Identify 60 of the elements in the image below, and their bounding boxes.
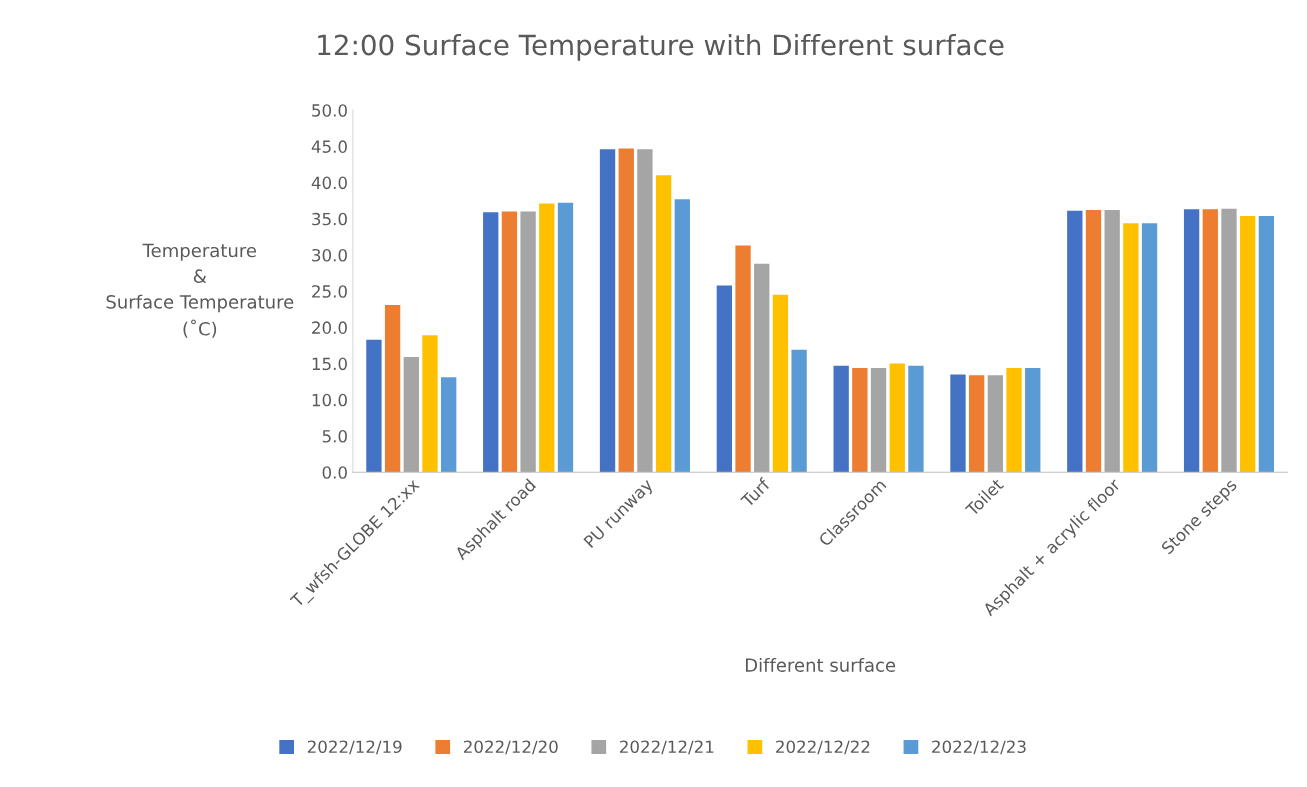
y-tick-label: 35.0 <box>312 212 347 226</box>
bar <box>1202 209 1218 473</box>
y-tick-label: 20.0 <box>312 321 347 334</box>
bar <box>908 365 924 473</box>
bar <box>754 263 770 473</box>
bar <box>716 285 733 473</box>
bar <box>674 199 690 473</box>
bar <box>1067 210 1083 473</box>
bar <box>889 363 905 473</box>
x-axis-title: Different surface <box>745 657 896 672</box>
legend-label: 2022/12/22 <box>776 740 870 755</box>
y-tick-label: 5.0 <box>322 429 347 443</box>
y-tick-label: 25.0 <box>312 285 347 298</box>
legend-label: 2022/12/19 <box>307 740 402 755</box>
legend-label: 2022/12/23 <box>932 740 1026 755</box>
bar <box>1123 223 1139 473</box>
bar <box>987 375 1004 473</box>
bar <box>1240 215 1256 473</box>
bar <box>772 294 789 473</box>
bar <box>1085 210 1102 473</box>
bar <box>501 211 518 473</box>
bar <box>403 357 419 473</box>
bar <box>557 202 574 473</box>
bar <box>791 349 807 473</box>
bar <box>1258 215 1275 473</box>
bar <box>483 212 499 473</box>
legend-label: 2022/12/21 <box>620 740 714 755</box>
y-tick-label: 50.0 <box>312 104 347 117</box>
bar <box>969 375 985 473</box>
bar <box>1025 367 1041 473</box>
bar <box>384 304 401 473</box>
bar <box>870 367 887 473</box>
bar <box>366 339 382 473</box>
bar <box>599 149 616 473</box>
bar <box>1141 223 1158 473</box>
legend-label: 2022/12/20 <box>463 740 558 755</box>
y-axis-title: Temperature & Surface Temperature (˚C) <box>106 243 294 338</box>
y-tick-label: 15.0 <box>312 357 347 371</box>
bar <box>539 203 555 473</box>
y-tick-label: 45.0 <box>311 140 347 153</box>
bar <box>1104 210 1120 473</box>
bar <box>422 335 438 473</box>
y-tick-label: 10.0 <box>312 393 347 407</box>
bar <box>852 367 868 473</box>
bar <box>950 374 966 473</box>
bar <box>1006 367 1022 473</box>
y-tick-label: 30.0 <box>312 248 347 262</box>
bar <box>833 365 849 473</box>
bar <box>637 149 653 473</box>
bar <box>1183 209 1200 473</box>
bar <box>655 175 672 473</box>
bar <box>441 377 457 473</box>
bar <box>1221 208 1237 473</box>
bar <box>735 245 751 473</box>
x-tick-label: Turf <box>739 476 772 509</box>
bar <box>618 148 634 473</box>
bar <box>520 211 536 473</box>
y-tick-label: 40.0 <box>311 176 347 190</box>
y-tick-label: 0.0 <box>322 466 347 479</box>
chart-title: 12:00 Surface Temperature with Different surface <box>318 33 1004 61</box>
